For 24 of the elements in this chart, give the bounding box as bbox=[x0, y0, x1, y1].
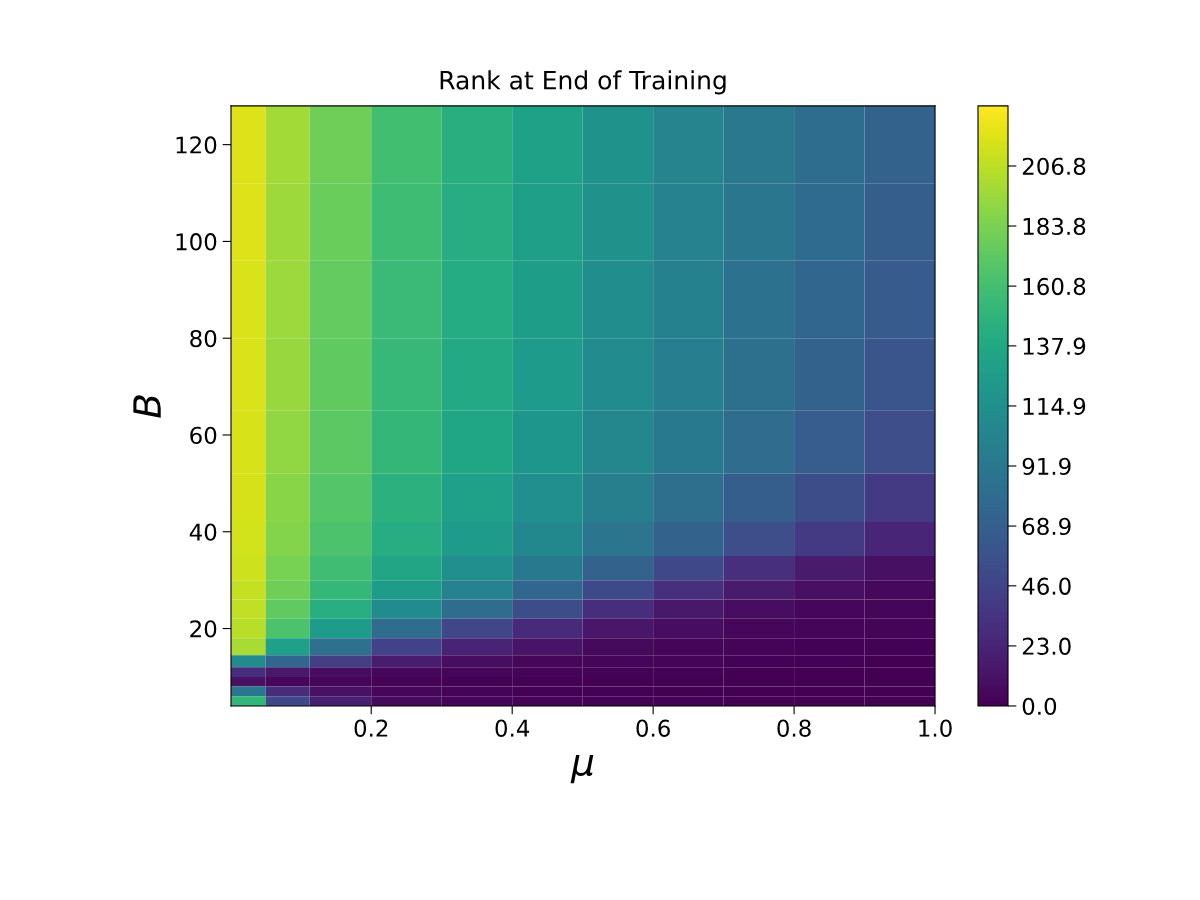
chart-title: Rank at End of Training bbox=[440, 70, 726, 95]
color-bar-label: 183.8 bbox=[1023, 217, 1086, 236]
color-bar-label: 206.8 bbox=[1022, 157, 1086, 176]
color-bar-label: 160.8 bbox=[1023, 277, 1086, 296]
color-bar-label: 91.9 bbox=[1022, 457, 1071, 476]
x-tick-label: 0.4 bbox=[495, 719, 530, 737]
color-bar-label: 68.9 bbox=[1022, 517, 1071, 536]
x-axis-title: μ bbox=[570, 754, 594, 784]
x-tick-label: 1.0 bbox=[919, 719, 952, 737]
y-tick-label: 80 bbox=[190, 329, 217, 348]
color-bar-label: 46.0 bbox=[1022, 577, 1071, 595]
x-tick-label: 0.2 bbox=[354, 719, 388, 737]
y-tick-label: 40 bbox=[189, 523, 217, 541]
y-tick-label: 20 bbox=[190, 620, 217, 638]
color-bar-label: 23.0 bbox=[1022, 637, 1071, 655]
color-bar-label: 137.9 bbox=[1023, 337, 1086, 355]
y-tick-label: 60 bbox=[190, 426, 217, 445]
y-tick-label: 100 bbox=[176, 233, 217, 251]
y-tick-label: 120 bbox=[176, 136, 217, 154]
color-bar-label: 0.0 bbox=[1022, 697, 1057, 715]
color-bar-label: 114.9 bbox=[1023, 397, 1086, 415]
x-tick-label: 0.6 bbox=[636, 719, 670, 737]
x-tick-label: 0.8 bbox=[777, 719, 811, 737]
y-axis-title: B bbox=[133, 395, 161, 418]
